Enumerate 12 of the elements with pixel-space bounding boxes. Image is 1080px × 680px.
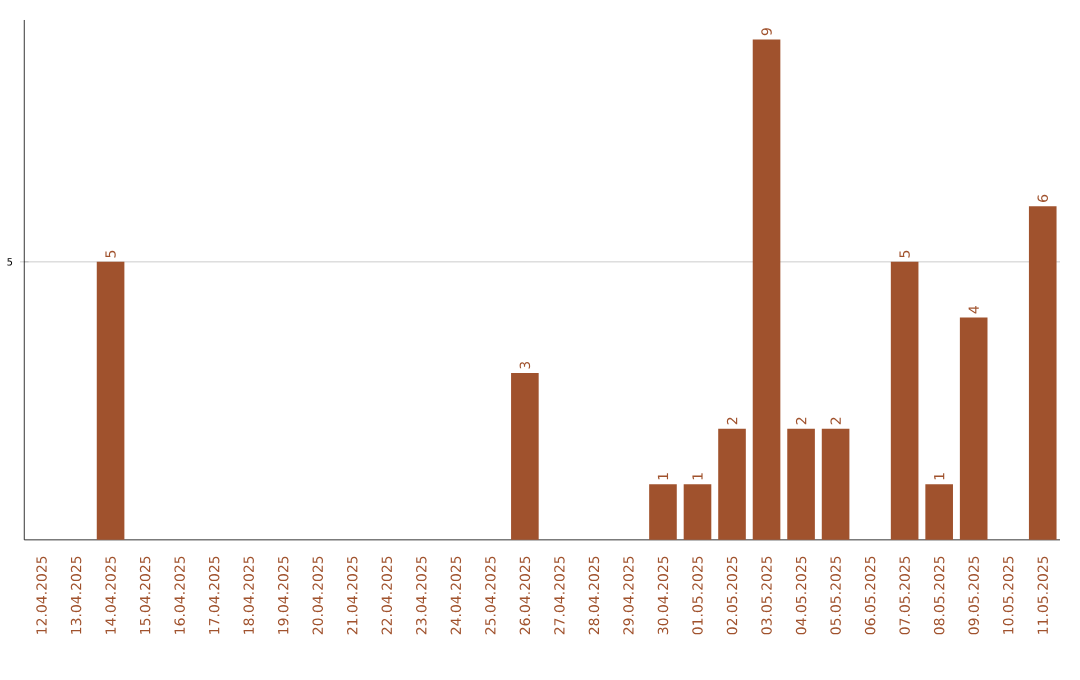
bar — [96, 261, 125, 540]
bar — [787, 428, 815, 540]
bar — [925, 484, 953, 540]
bar — [511, 373, 539, 540]
bar — [718, 428, 746, 540]
bar — [683, 484, 712, 540]
bar — [752, 39, 781, 540]
bar — [649, 484, 677, 540]
bar — [959, 317, 988, 540]
bar — [1028, 206, 1057, 540]
bar — [821, 428, 850, 540]
bar — [890, 261, 919, 540]
